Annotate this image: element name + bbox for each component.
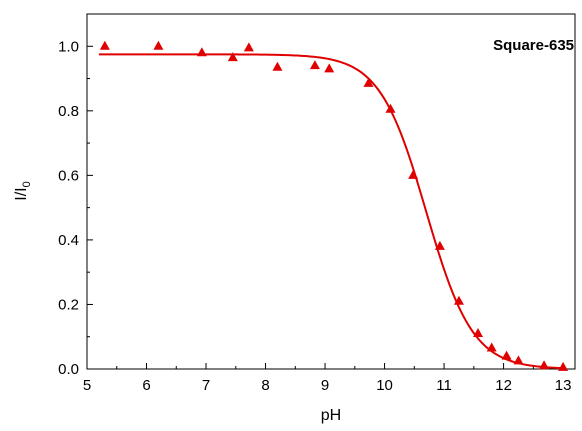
data-point: [363, 77, 374, 87]
data-point: [513, 355, 524, 365]
y-axis-label: I/I0: [13, 181, 33, 200]
data-point: [227, 52, 238, 62]
data-point: [539, 360, 550, 370]
x-tick-label-7: 7: [202, 377, 210, 394]
data-point: [309, 60, 320, 70]
y-axis-label-subscript: 0: [21, 181, 33, 187]
x-tick-label-10: 10: [376, 377, 393, 394]
y-tick-label-0.6: 0.6: [58, 167, 79, 184]
x-tick-label-12: 12: [495, 377, 512, 394]
y-tick-label-0: 0.0: [58, 361, 79, 378]
data-point: [196, 47, 207, 57]
y-tick-label-0.8: 0.8: [58, 103, 79, 120]
x-tick-label-11: 11: [436, 377, 452, 394]
x-tick-label-13: 13: [555, 377, 572, 394]
x-tick-label-8: 8: [261, 377, 269, 394]
data-point: [408, 169, 419, 179]
y-tick-label-0.2: 0.2: [58, 296, 79, 313]
x-tick-label-9: 9: [321, 377, 329, 394]
data-point: [153, 40, 164, 50]
data-point: [272, 61, 283, 71]
data-point: [472, 328, 483, 337]
data-point: [324, 63, 335, 73]
chart-annotation: Square-635: [493, 37, 574, 54]
data-point: [434, 240, 445, 250]
x-tick-label-5: 5: [83, 377, 91, 394]
data-point: [486, 342, 497, 352]
y-axis-label-main: I/I: [13, 187, 30, 200]
y-tick-label-1: 1.0: [58, 38, 79, 55]
x-axis: 5 6 7 8 9 10 11 12 13: [83, 363, 572, 394]
fit-curve-layer: [98, 53, 567, 370]
data-point: [243, 42, 254, 52]
data-point: [99, 40, 110, 50]
fit-curve: [98, 53, 567, 370]
data-point: [385, 103, 396, 113]
data-points: [99, 40, 569, 371]
y-axis: 0.0 0.2 0.4 0.6 0.8 1.0: [58, 13, 93, 378]
plot-frame: [86, 13, 576, 370]
x-tick-label-6: 6: [142, 377, 150, 394]
y-tick-label-0.4: 0.4: [58, 232, 79, 249]
data-point: [558, 361, 569, 371]
data-point: [453, 295, 464, 305]
data-point: [501, 350, 512, 360]
x-axis-label: pH: [321, 407, 341, 424]
